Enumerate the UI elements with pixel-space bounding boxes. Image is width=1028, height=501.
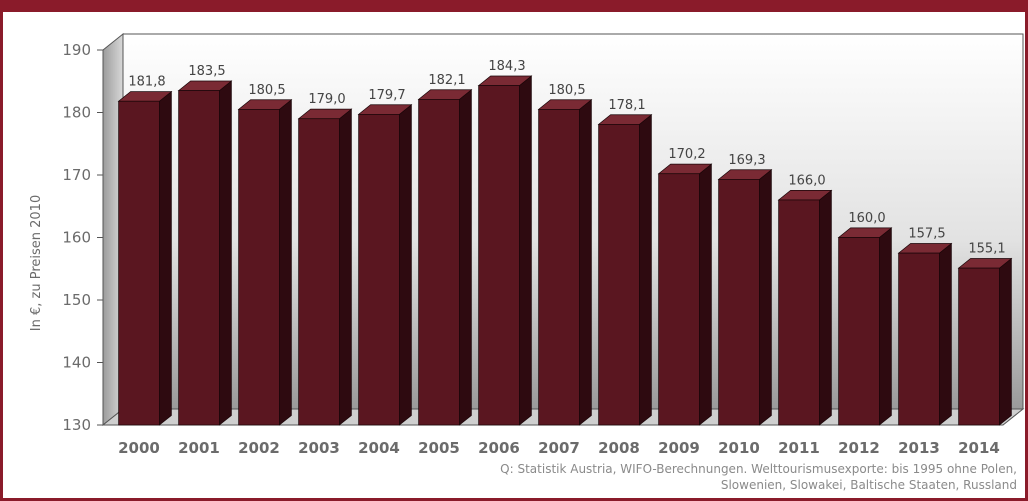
bar [897, 242, 953, 426]
bar [237, 99, 293, 426]
bar-front [718, 179, 760, 426]
title-bar [3, 0, 1028, 12]
data-label: 169,3 [728, 153, 765, 168]
data-label: 179,0 [308, 92, 345, 107]
bar-front [118, 100, 160, 426]
bar-side [699, 163, 712, 426]
x-tick-label: 2014 [958, 439, 1000, 457]
bar-front [358, 114, 400, 426]
y-tick-label: 140 [62, 354, 91, 372]
data-label: 184,3 [488, 59, 525, 74]
x-tick-label: 2011 [778, 439, 820, 457]
bar-side [339, 108, 352, 426]
data-label: 182,1 [428, 73, 465, 88]
bar [177, 80, 233, 426]
bar [357, 104, 413, 426]
x-tick-label: 2007 [538, 439, 580, 457]
y-tick-label: 170 [62, 166, 91, 184]
bar-front [178, 90, 220, 426]
bar [777, 189, 833, 426]
bar-series [117, 75, 1013, 426]
source-note-line2: Slowenien, Slowakei, Baltische Staaten, … [720, 478, 1017, 492]
bar [657, 163, 713, 426]
data-label: 178,1 [608, 98, 645, 113]
data-label: 166,0 [788, 173, 825, 188]
bar-side [459, 89, 472, 426]
bar-side [219, 80, 232, 426]
bar-front [478, 85, 520, 426]
y-tick-label: 160 [62, 229, 91, 247]
bar [597, 114, 653, 426]
bar-side [519, 75, 532, 426]
x-tick-label: 2012 [838, 439, 880, 457]
x-tick-label: 2005 [418, 439, 460, 457]
data-label: 181,8 [128, 75, 165, 90]
data-label: 157,5 [908, 227, 945, 242]
x-tick-label: 2004 [358, 439, 400, 457]
bar-front [238, 109, 280, 426]
bar-side [399, 104, 412, 426]
bar [957, 257, 1013, 426]
bar-side [759, 169, 772, 426]
bar-side [279, 99, 292, 426]
bar-front [898, 252, 940, 426]
data-label: 179,7 [368, 88, 405, 103]
bar-side [999, 257, 1012, 426]
y-tick-label: 180 [62, 104, 91, 122]
bar-front [958, 267, 1000, 426]
bar-side [819, 189, 832, 426]
data-label: 155,1 [968, 242, 1005, 257]
x-tick-label: 2000 [118, 439, 160, 457]
data-label: 180,5 [248, 83, 285, 98]
bar [297, 108, 353, 426]
bar-side [879, 227, 892, 426]
data-label: 183,5 [188, 64, 225, 79]
bar-front [778, 199, 820, 426]
x-tick-label: 2009 [658, 439, 700, 457]
data-label: 180,5 [548, 83, 585, 98]
bar [537, 99, 593, 426]
bar-front [418, 99, 460, 426]
bar-chart: 130 140 150 160 170 180 190 2000 2001 2002 2003 200… [29, 32, 1025, 457]
x-tick-label: 2013 [898, 439, 940, 457]
bar-side [579, 99, 592, 426]
bar [717, 169, 773, 426]
y-axis-label: In €, zu Preisen 2010 [29, 195, 44, 331]
bar-front [298, 118, 340, 426]
bar-front [598, 124, 640, 426]
bar-side [639, 114, 652, 426]
bar [837, 227, 893, 426]
x-tick-label: 2010 [718, 439, 760, 457]
value-labels: 181,8 183,5 180,5 179,0 179,7 182,1 184,3 180,5… [128, 59, 1005, 257]
bar-front [658, 173, 700, 426]
bar [417, 89, 473, 426]
bar-front [538, 109, 580, 426]
y-tick-label: 190 [62, 41, 91, 59]
x-tick-label: 2006 [478, 439, 520, 457]
bar [117, 90, 173, 426]
source-note-line1: Q: Statistik Austria, WIFO-Berechnungen.… [500, 462, 1017, 476]
x-tick-label: 2002 [238, 439, 280, 457]
bar-front [838, 237, 880, 426]
bar-side [939, 242, 952, 426]
y-tick-label: 150 [62, 291, 91, 309]
x-tick-label: 2008 [598, 439, 640, 457]
x-tick-label: 2001 [178, 439, 220, 457]
data-label: 170,2 [668, 147, 705, 162]
bar [477, 75, 533, 426]
y-tick-label: 130 [62, 416, 91, 434]
data-label: 160,0 [848, 211, 885, 226]
bar-side [159, 90, 172, 426]
x-tick-label: 2003 [298, 439, 340, 457]
